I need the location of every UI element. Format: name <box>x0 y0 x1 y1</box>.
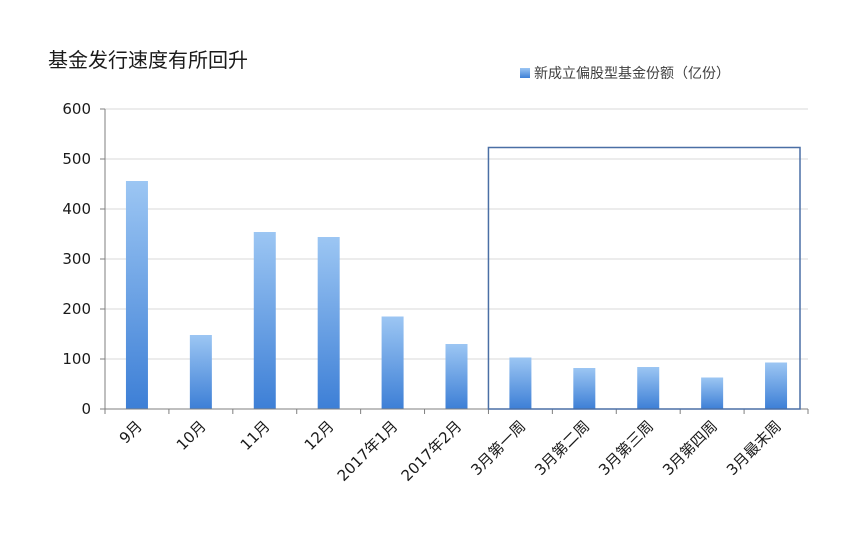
y-tick-label: 600 <box>62 100 91 118</box>
y-tick-label: 200 <box>62 300 91 318</box>
x-tick-label: 3月第四周 <box>659 417 721 479</box>
y-tick-label: 500 <box>62 150 91 168</box>
bar <box>509 357 532 409</box>
x-tick-label: 3月第一周 <box>467 417 529 479</box>
legend: 新成立偏股型基金份额（亿份） <box>520 63 730 83</box>
bar <box>445 344 468 409</box>
bar <box>637 367 660 409</box>
bar <box>253 232 276 409</box>
y-tick-label: 300 <box>62 250 91 268</box>
x-tick-label: 3月第二周 <box>531 417 593 479</box>
x-tick-label: 3月最末周 <box>723 417 785 479</box>
legend-label: 新成立偏股型基金份额（亿份） <box>534 66 730 82</box>
chart-title: 基金发行速度有所回升 <box>48 48 248 72</box>
bar <box>573 368 596 409</box>
bar <box>701 377 724 409</box>
x-tick-label: 12月 <box>301 417 338 454</box>
bar <box>189 335 212 409</box>
x-tick-label: 11月 <box>237 417 274 454</box>
x-tick-label: 10月 <box>173 417 210 454</box>
bar <box>381 316 404 409</box>
y-tick-label: 100 <box>62 350 91 368</box>
x-tick-label: 9月 <box>116 417 146 447</box>
x-tick-label: 3月第三周 <box>595 417 657 479</box>
y-tick-label: 400 <box>62 200 91 218</box>
x-tick-label: 2017年2月 <box>398 417 466 485</box>
legend-swatch <box>520 68 530 78</box>
bar <box>125 181 148 409</box>
highlight-box <box>487 146 801 410</box>
y-tick-label: 0 <box>81 400 91 418</box>
bar <box>317 237 340 409</box>
bar <box>765 362 788 409</box>
x-tick-label: 2017年1月 <box>334 417 402 485</box>
